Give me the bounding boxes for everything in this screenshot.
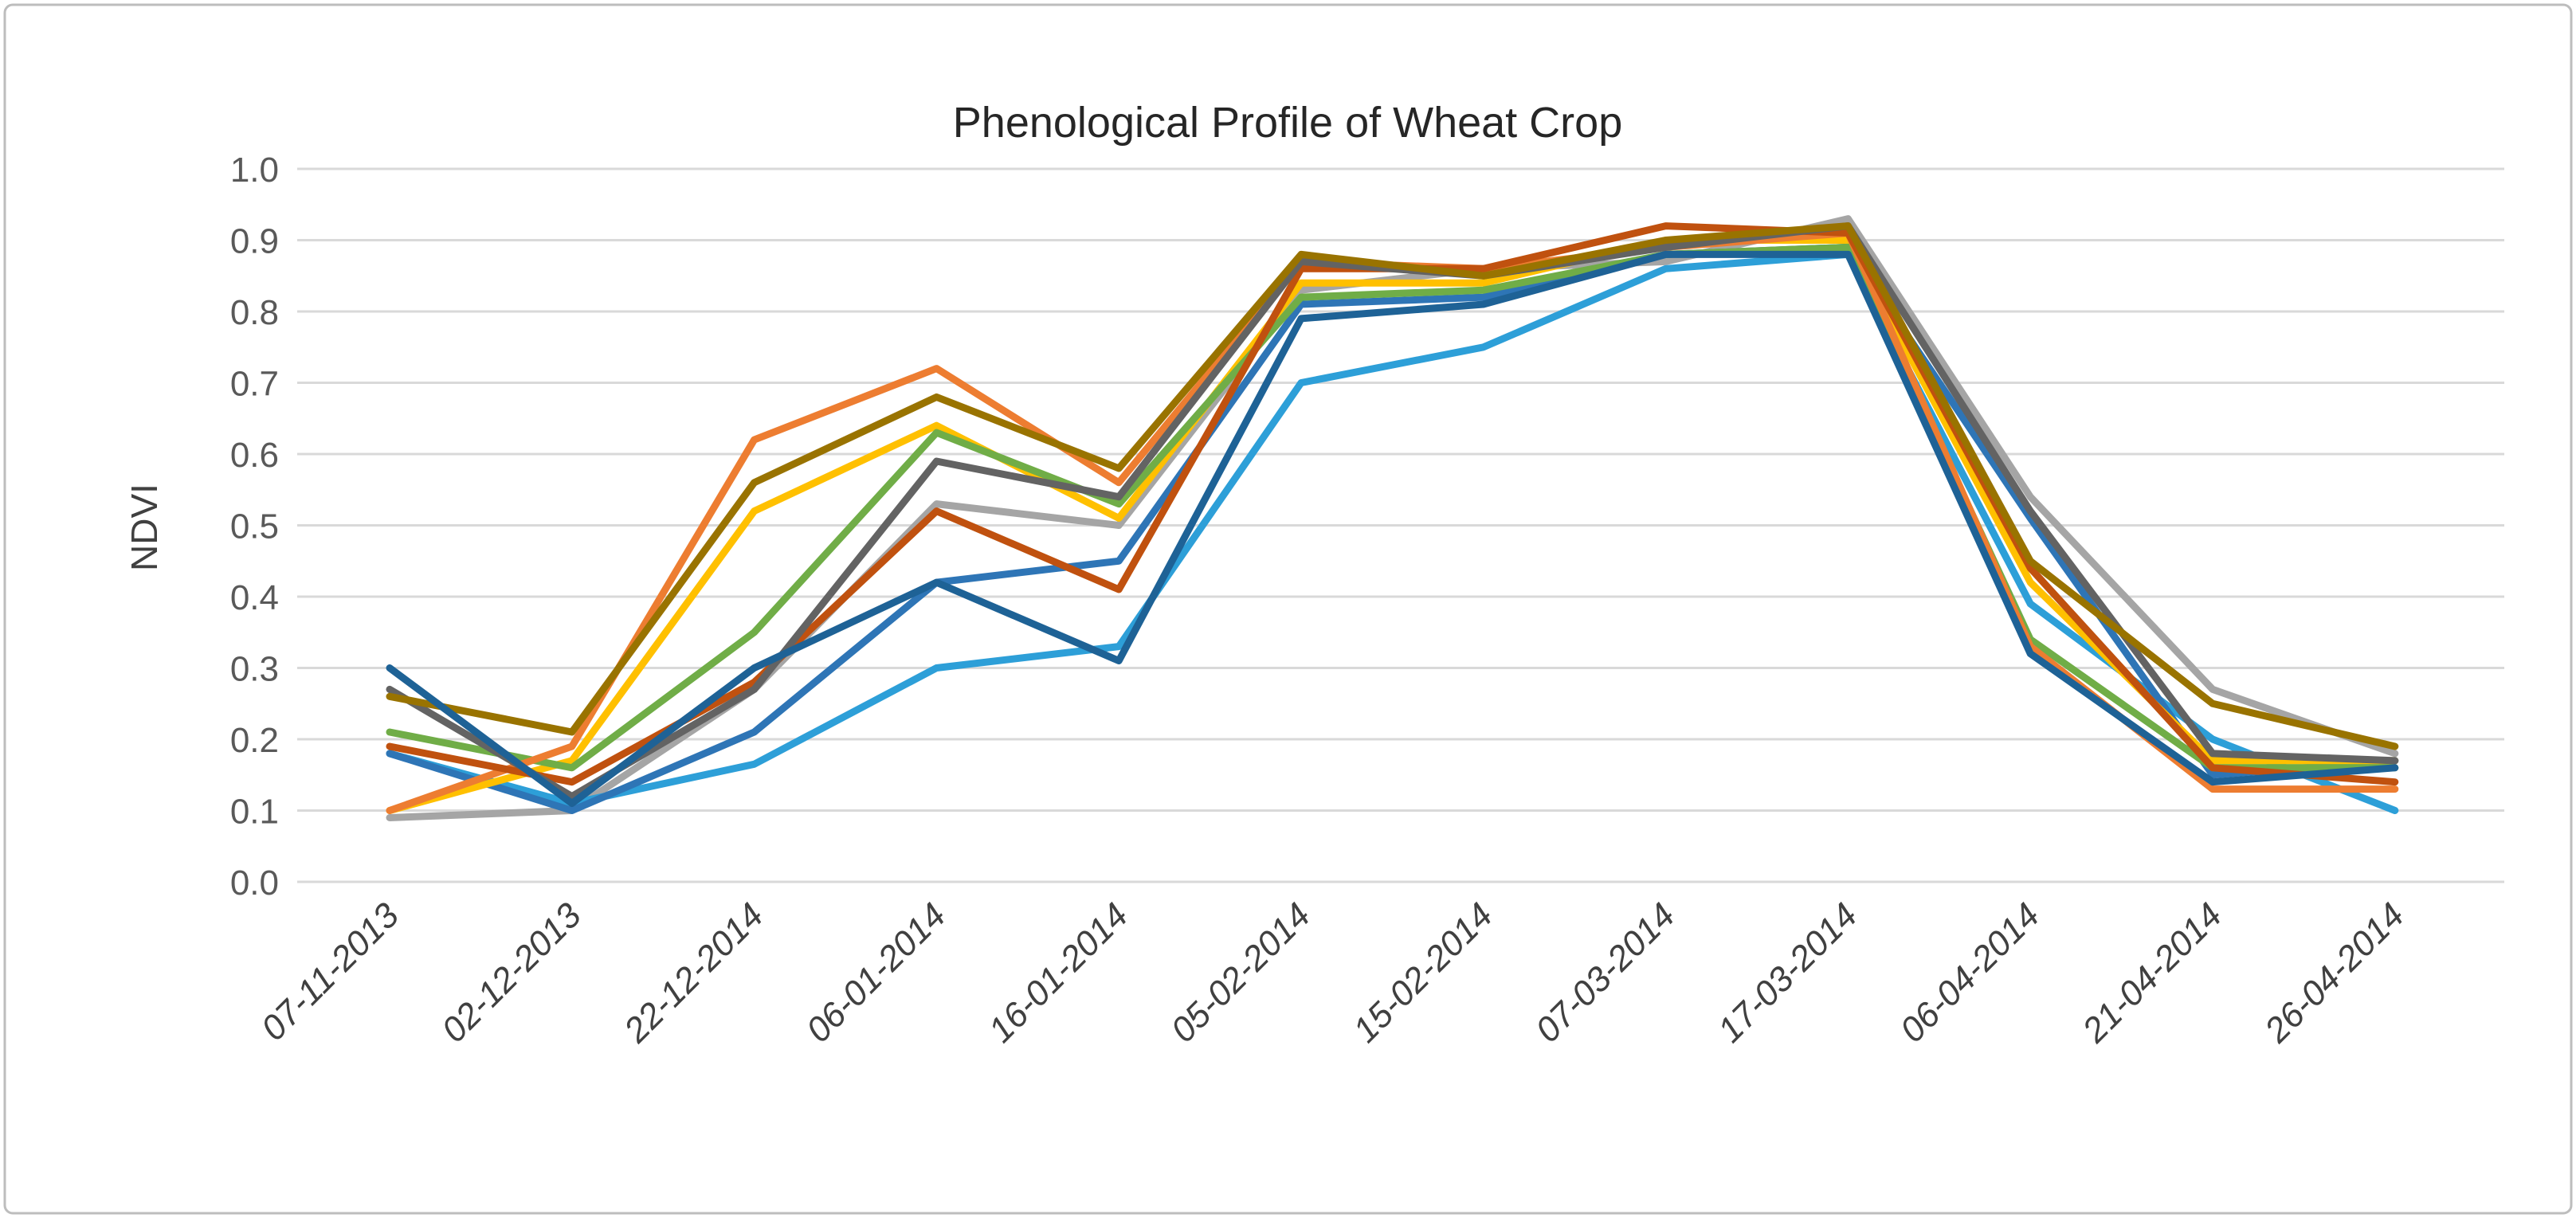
y-tick-label: 0.5 [230,507,279,546]
y-tick-label: 0.4 [230,578,279,617]
series-green-line [386,243,2399,772]
y-axis-title: NDVI [124,484,165,571]
series-gold-line [386,237,2399,814]
series-layer [386,215,2399,821]
chart-title: Phenological Profile of Wheat Crop [953,99,1622,147]
y-tick-label: 0.6 [230,436,279,475]
series-navy-line [386,250,2399,807]
chart-area-border [3,3,2573,1215]
y-tick-label: 0.9 [230,222,279,261]
y-tick-label: 0.8 [230,293,279,332]
series-olive-line [386,222,2399,750]
series-blue-line [386,243,2399,814]
y-tick-label: 1.0 [230,151,279,190]
y-tick-label: 0.0 [230,864,279,903]
series-cyan-line [386,250,2399,814]
y-tick-label: 0.7 [230,365,279,404]
y-tick-label: 0.3 [230,650,279,689]
y-tick-label: 0.1 [230,793,279,832]
y-tick-label: 0.2 [230,721,279,760]
